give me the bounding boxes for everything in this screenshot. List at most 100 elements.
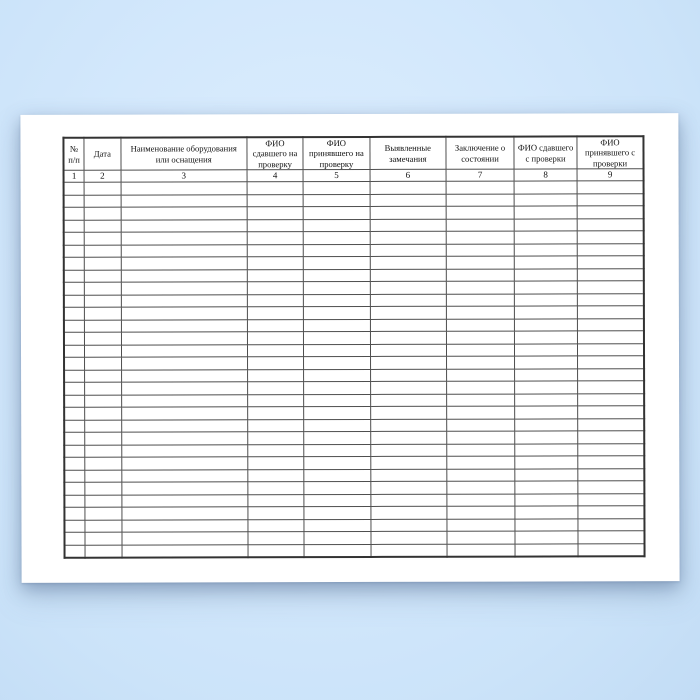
empty-cell [63,257,85,270]
empty-cell [120,256,248,270]
column-number-8: 8 [514,168,578,182]
empty-cell [303,218,370,232]
empty-cell [63,244,85,258]
empty-cell [446,443,515,457]
empty-cell [446,293,515,307]
empty-cell [370,481,447,494]
empty-cell [446,406,515,419]
empty-cell [84,232,121,245]
empty-cell [121,406,248,420]
empty-cell [446,368,515,382]
empty-cell [515,530,579,544]
empty-cell [370,343,447,357]
empty-cell [121,456,248,470]
empty-cell [369,181,447,194]
empty-cell [514,405,578,419]
empty-cell [63,344,85,358]
empty-cell [577,468,645,481]
empty-cell [120,206,247,220]
empty-cell [121,394,248,408]
empty-cell [64,469,85,483]
empty-cell [84,207,121,220]
empty-cell [577,455,645,469]
empty-cell [369,218,447,232]
empty-cell [63,232,85,245]
empty-cell [578,530,645,544]
empty-cell [63,319,85,333]
empty-cell [247,544,305,558]
empty-cell [120,294,248,308]
empty-cell [64,482,85,495]
empty-cell [84,332,122,345]
empty-cell [514,193,578,207]
empty-cell [446,456,515,469]
empty-cell [304,481,371,495]
empty-cell [63,282,85,295]
empty-cell [84,369,122,383]
empty-cell [578,543,645,557]
empty-cell [85,519,122,533]
column-header-4: ФИО сдавшего на проверку [246,137,304,170]
empty-cell [121,444,248,458]
empty-cell [369,268,447,282]
empty-cell [446,381,515,394]
empty-cell [303,406,371,420]
empty-cell [577,218,644,231]
column-number-3: 3 [120,169,247,183]
empty-cell [303,343,371,357]
empty-cell [514,268,578,282]
empty-cell [247,431,304,445]
empty-cell [370,406,447,419]
empty-cell [370,393,447,407]
empty-cell [369,256,447,269]
empty-cell [514,380,578,394]
empty-cell [446,318,515,332]
empty-cell [84,344,122,358]
empty-cell [514,205,578,219]
empty-cell [514,418,578,432]
empty-cell [84,469,122,483]
empty-cell [246,206,304,220]
empty-cell [246,219,304,232]
empty-cell [121,381,248,395]
empty-cell [304,506,371,520]
empty-cell [247,231,304,245]
empty-cell [577,255,644,269]
empty-cell [370,456,447,469]
empty-cell [303,318,371,332]
empty-cell [514,480,578,494]
empty-cell [446,343,515,357]
empty-cell [370,331,447,344]
empty-cell [370,306,447,319]
empty-cell [121,356,248,370]
empty-cell [577,230,644,244]
empty-cell [303,331,371,345]
empty-cell [247,356,304,370]
empty-cell [84,482,122,495]
empty-cell [121,431,248,445]
empty-cell [121,544,248,558]
empty-cell [63,269,85,283]
empty-cell [514,318,578,332]
empty-cell [514,230,578,244]
empty-cell [370,506,447,519]
empty-cell [446,481,515,494]
empty-cell [514,443,578,457]
empty-cell [446,231,515,244]
empty-cell [247,281,304,295]
empty-cell [577,330,644,344]
empty-cell [514,293,578,307]
empty-cell [370,543,448,557]
empty-cell [120,219,248,233]
empty-cell [577,368,645,381]
empty-cell [84,294,122,308]
empty-cell [446,306,515,319]
empty-cell [577,343,645,356]
column-number-9: 9 [577,168,644,181]
inspection-journal-table: № п/п Дата Наименование оборудования или о… [62,135,646,559]
empty-cell [121,369,248,383]
empty-cell [577,243,644,256]
empty-cell [446,506,516,519]
empty-cell [303,431,371,445]
empty-cell [446,468,515,482]
